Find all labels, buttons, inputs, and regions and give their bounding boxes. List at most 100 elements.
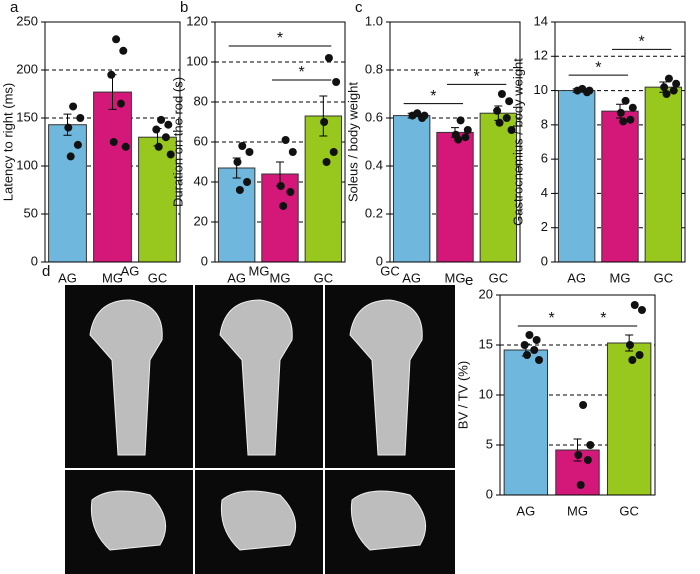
data-point [161, 133, 170, 142]
data-point [73, 140, 82, 149]
data-point [635, 351, 644, 359]
y-tick-label: 10 [479, 386, 493, 401]
data-point [152, 125, 161, 134]
x-tick-label: GC [654, 270, 674, 285]
data-point [535, 356, 544, 364]
y-axis-label: BV / TV (%) [455, 361, 470, 429]
data-point [233, 158, 242, 166]
data-point [69, 102, 78, 111]
data-point [662, 90, 671, 98]
y-tick-label: 120 [186, 13, 208, 28]
data-point [286, 188, 295, 196]
y-tick-label: 50 [24, 205, 38, 220]
data-point [619, 117, 628, 126]
data-point [235, 186, 244, 194]
data-point [66, 152, 75, 161]
y-tick-label: 250 [16, 13, 38, 28]
micro-ct-images: d AG MG GC [42, 263, 455, 574]
data-point [523, 351, 532, 359]
significance-label: * [474, 69, 480, 86]
y-tick-label: 6 [541, 151, 548, 166]
data-point [672, 79, 681, 88]
data-point [281, 136, 290, 144]
y-axis-label: Gastrocnemius / body weight [510, 58, 525, 226]
significance-label: * [549, 310, 555, 327]
data-point [576, 481, 585, 489]
x-tick-label: MG [270, 270, 291, 285]
y-tick-label: 0.2 [365, 205, 383, 220]
bar [392, 115, 431, 263]
data-point [408, 111, 417, 120]
y-tick-label: 200 [16, 61, 38, 76]
bar [606, 342, 652, 496]
y-tick-label: 60 [194, 133, 208, 148]
column-label: AG [121, 263, 140, 278]
y-tick-label: 20 [194, 213, 208, 228]
chart: e BV / TV (%) 0 5 10 15 20 AG MG GC * * [455, 272, 656, 518]
bone-shapes [89, 299, 427, 551]
y-tick-label: 0 [541, 253, 548, 268]
y-tick-label: 0.6 [365, 109, 383, 124]
x-tick-label: AG [567, 270, 586, 285]
data-point [121, 142, 130, 151]
data-point [626, 115, 635, 124]
chart: c Soleus / body weight 0 0.2 0.4 0.6 0.8 1.0 AG M… [345, 0, 521, 285]
data-point [461, 133, 470, 142]
y-tick-label: 40 [194, 173, 208, 188]
data-point [574, 451, 583, 459]
data-point [497, 90, 506, 98]
data-point [579, 401, 588, 409]
y-tick-label: 5 [486, 436, 493, 451]
chart: Gastrocnemius / body weight 0 2 4 6 8 10 12 14 AG… [510, 13, 686, 285]
y-axis-label: Latency to right (ms) [0, 83, 15, 202]
x-tick-label: GC [314, 270, 334, 285]
column-label: GC [380, 263, 400, 278]
data-point [116, 99, 125, 108]
data-point [493, 106, 502, 115]
data-point [520, 341, 529, 349]
x-tick-label: AG [227, 270, 246, 285]
data-point [64, 123, 73, 132]
bar [601, 110, 639, 263]
data-point [245, 148, 254, 156]
y-tick-label: 150 [16, 109, 38, 124]
plot-frame [554, 21, 686, 263]
data-point [573, 86, 582, 95]
y-tick-label: 12 [534, 48, 548, 63]
plot-frame [499, 294, 656, 496]
x-tick-label: AG [58, 270, 77, 285]
data-point [276, 182, 285, 190]
data-point [583, 88, 592, 97]
plot-frame [44, 21, 181, 263]
panel-label: c [355, 0, 363, 16]
data-point [76, 114, 85, 122]
x-tick-label: GC [619, 503, 639, 518]
data-point [463, 126, 472, 134]
bar [93, 91, 132, 263]
data-point [495, 118, 504, 127]
data-point [502, 114, 511, 122]
significance-label: * [600, 310, 606, 327]
y-tick-label: 2 [541, 219, 548, 234]
y-tick-label: 0 [486, 486, 493, 501]
x-tick-label: MG [567, 503, 588, 518]
data-point [329, 148, 338, 156]
data-point [288, 148, 297, 156]
panel-label: a [10, 0, 19, 16]
data-point [418, 114, 427, 122]
y-tick-label: 100 [16, 157, 38, 172]
y-tick-label: 100 [186, 53, 208, 68]
data-point [625, 341, 634, 349]
significance-label: * [430, 88, 436, 105]
data-point [628, 356, 637, 364]
data-point [332, 78, 341, 86]
x-tick-label: MG [102, 270, 123, 285]
data-point [109, 138, 118, 146]
bar [304, 115, 343, 263]
y-tick-label: 15 [479, 336, 493, 351]
data-point [164, 120, 173, 129]
y-tick-label: 8 [541, 116, 548, 131]
data-point [660, 83, 669, 92]
bar [436, 131, 474, 263]
x-tick-label: MG [445, 270, 466, 285]
